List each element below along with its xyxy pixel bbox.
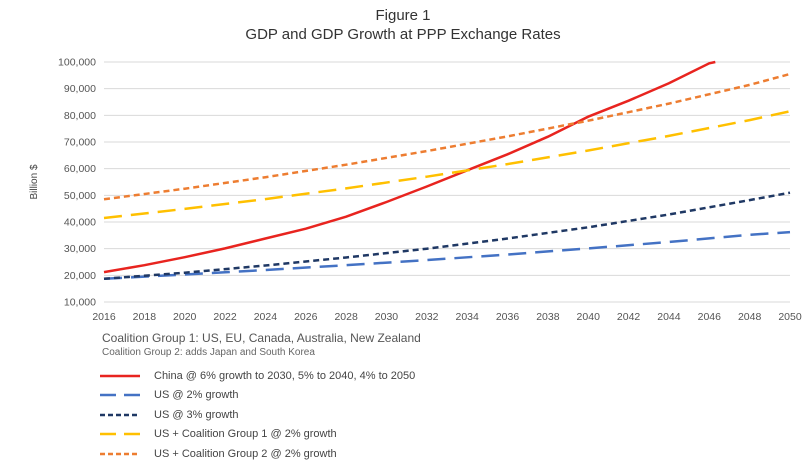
x-tick-label: 2048 xyxy=(738,311,762,323)
x-tick-label: 2022 xyxy=(213,311,237,323)
line-chart: 10,000 20,000 30,000 40,000 50,000 60,000 70,0… xyxy=(29,57,802,324)
y-axis-label: Billion $ xyxy=(29,164,40,199)
x-tick-label: 2024 xyxy=(254,311,278,323)
series-line xyxy=(103,72,791,201)
y-tick-label: 70,000 xyxy=(64,137,96,149)
x-tick-label: 2038 xyxy=(536,311,560,323)
y-tick-label: 10,000 xyxy=(64,297,96,309)
x-tick-label: 2046 xyxy=(698,311,722,323)
x-tick-label: 2020 xyxy=(173,311,197,323)
x-tick-label: 2030 xyxy=(375,311,399,323)
x-axis-ticks: 2016 2018 2020 2022 2024 2026 2028 2030 2032 2034… xyxy=(92,311,802,323)
figure-number: Figure 1 xyxy=(375,7,431,24)
y-axis-ticks: 10,000 20,000 30,000 40,000 50,000 60,000 70,0… xyxy=(58,57,96,309)
legend-item: US @ 2% growth xyxy=(100,386,415,406)
y-tick-label: 40,000 xyxy=(64,217,96,229)
x-tick-label: 2018 xyxy=(133,311,157,323)
chart-title: GDP and GDP Growth at PPP Exchange Rates xyxy=(245,26,561,43)
y-tick-label: 50,000 xyxy=(64,190,96,202)
x-tick-label: 2034 xyxy=(455,311,479,323)
legend-item: China @ 6% growth to 2030, 5% to 2040, 4… xyxy=(100,366,415,386)
coalition-group-2-note: Coalition Group 2: adds Japan and South … xyxy=(102,347,315,358)
legend-label: US + Coalition Group 1 @ 2% growth xyxy=(154,428,337,441)
y-tick-label: 100,000 xyxy=(58,57,96,69)
legend-swatch xyxy=(100,452,140,455)
legend-swatch xyxy=(100,394,140,397)
legend-item: US + Coalition Group 1 @ 2% growth xyxy=(100,425,415,445)
x-tick-label: 2042 xyxy=(617,311,641,323)
legend-swatch xyxy=(100,374,140,377)
legend-swatch xyxy=(100,413,140,416)
y-tick-label: 30,000 xyxy=(64,243,96,255)
x-tick-label: 2036 xyxy=(496,311,520,323)
x-tick-label: 2016 xyxy=(92,311,116,323)
y-tick-label: 80,000 xyxy=(64,110,96,122)
coalition-group-1-note: Coalition Group 1: US, EU, Canada, Austr… xyxy=(102,331,421,345)
gridlines xyxy=(104,61,790,303)
series-line xyxy=(103,110,791,220)
series-lines xyxy=(103,60,791,281)
series-line xyxy=(103,60,716,274)
legend: China @ 6% growth to 2030, 5% to 2040, 4… xyxy=(100,366,415,464)
legend-label: US @ 3% growth xyxy=(154,408,239,421)
x-tick-label: 2040 xyxy=(577,311,601,323)
x-tick-label: 2044 xyxy=(657,311,681,323)
x-tick-label: 2028 xyxy=(334,311,358,323)
legend-item: US @ 3% growth xyxy=(100,405,415,425)
series-line xyxy=(103,191,791,281)
x-tick-label: 2026 xyxy=(294,311,318,323)
legend-label: US @ 2% growth xyxy=(154,389,239,402)
y-tick-label: 90,000 xyxy=(64,83,96,95)
legend-label: China @ 6% growth to 2030, 5% to 2040, 4… xyxy=(154,369,416,382)
series-line xyxy=(103,230,791,281)
y-tick-label: 60,000 xyxy=(64,163,96,175)
x-tick-label: 2032 xyxy=(415,311,439,323)
legend-item: US + Coalition Group 2 @ 2% growth xyxy=(100,444,415,464)
legend-swatch xyxy=(100,433,140,436)
coalition-notes: Coalition Group 1: US, EU, Canada, Austr… xyxy=(102,331,421,359)
legend-label: US + Coalition Group 2 @ 2% growth xyxy=(154,447,337,460)
x-tick-label: 2050 xyxy=(778,311,802,323)
y-tick-label: 20,000 xyxy=(64,270,96,282)
